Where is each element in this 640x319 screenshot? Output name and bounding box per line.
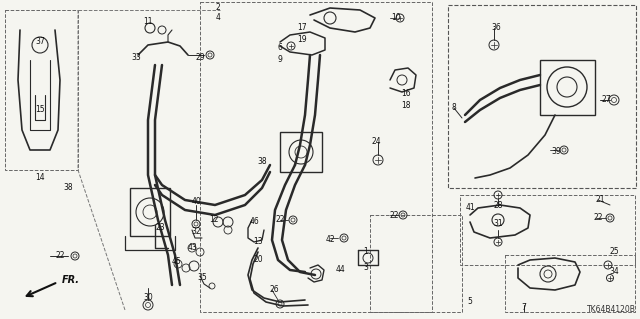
Text: 37: 37 [35, 38, 45, 47]
Text: 32: 32 [191, 227, 201, 236]
Bar [448, 5, 636, 188]
Text: 34: 34 [609, 268, 619, 277]
Text: 39: 39 [551, 147, 561, 157]
Text: TK64B4120B: TK64B4120B [587, 305, 636, 314]
Text: 40: 40 [191, 197, 201, 206]
Text: 1: 1 [364, 248, 369, 256]
Text: 20: 20 [253, 256, 263, 264]
Text: 23: 23 [155, 224, 165, 233]
Text: 15: 15 [35, 106, 45, 115]
Text: FR.: FR. [62, 275, 80, 285]
Text: 8: 8 [452, 103, 456, 113]
Text: 9: 9 [278, 56, 282, 64]
Bar [5, 10, 78, 170]
Text: 42: 42 [325, 235, 335, 244]
Text: 29: 29 [195, 54, 205, 63]
Text: 16: 16 [401, 90, 411, 99]
Text: 2: 2 [216, 4, 220, 12]
Text: 7: 7 [522, 303, 527, 313]
Bar [280, 132, 322, 172]
Text: 22: 22 [593, 213, 603, 222]
Text: 24: 24 [371, 137, 381, 146]
Text: 22: 22 [55, 251, 65, 261]
Text: 21: 21 [595, 196, 605, 204]
Text: 18: 18 [401, 101, 411, 110]
Text: 19: 19 [297, 35, 307, 44]
Text: 30: 30 [143, 293, 153, 302]
Text: 43: 43 [187, 243, 197, 253]
Text: 14: 14 [35, 174, 45, 182]
Text: 38: 38 [257, 158, 267, 167]
Text: 22: 22 [275, 216, 285, 225]
Text: 45: 45 [171, 257, 181, 266]
Text: 41: 41 [465, 204, 475, 212]
Text: 13: 13 [253, 238, 263, 247]
Bar [370, 215, 462, 312]
Text: 31: 31 [493, 219, 503, 228]
Text: 6: 6 [278, 43, 282, 53]
Text: 3: 3 [364, 263, 369, 272]
Text: 4: 4 [216, 13, 220, 23]
Text: 26: 26 [269, 286, 279, 294]
Text: 27: 27 [601, 95, 611, 105]
Text: 25: 25 [609, 248, 619, 256]
Text: 33: 33 [131, 54, 141, 63]
Text: 17: 17 [297, 24, 307, 33]
Text: 38: 38 [63, 183, 73, 192]
Text: 12: 12 [209, 216, 219, 225]
Bar [460, 195, 635, 265]
Bar [200, 2, 432, 312]
Text: 46: 46 [249, 218, 259, 226]
Bar [505, 255, 635, 312]
Text: 35: 35 [197, 273, 207, 283]
Bar [130, 188, 170, 236]
Text: 11: 11 [143, 18, 153, 26]
Bar [540, 60, 595, 115]
Text: 36: 36 [491, 24, 501, 33]
Text: 5: 5 [468, 298, 472, 307]
Text: 44: 44 [335, 265, 345, 275]
Text: 10: 10 [391, 13, 401, 23]
Text: 28: 28 [493, 202, 503, 211]
Text: 22: 22 [389, 211, 399, 220]
